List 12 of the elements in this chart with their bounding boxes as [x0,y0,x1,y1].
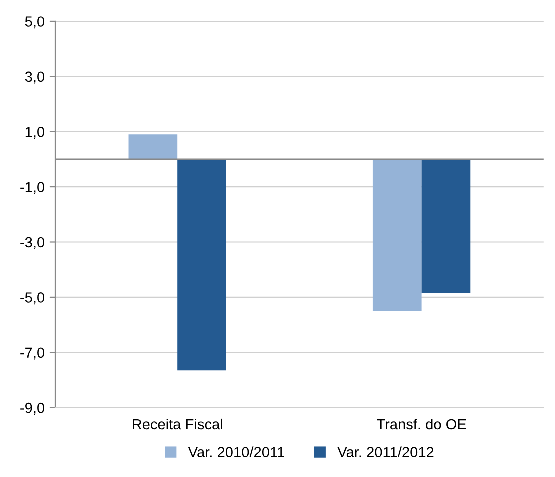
y-tick-label: 1,0 [26,126,45,140]
x-tick-label: Transf. do OE [377,418,466,430]
legend-label: Var. 2010/2011 [188,446,284,458]
legend-label: Var. 2011/2012 [338,446,434,458]
y-tick-label: -1,0 [20,182,45,194]
y-tick-label: 5,0 [25,16,45,29]
y-tick-label: -9,0 [20,402,45,415]
y-tick-label: -7,0 [20,348,45,360]
x-tick-label: Receita Fiscal [133,418,222,430]
y-tick-label: 3,0 [25,72,45,84]
y-tick-label: -5,0 [20,292,45,305]
y-tick-label: -3,0 [20,237,45,250]
